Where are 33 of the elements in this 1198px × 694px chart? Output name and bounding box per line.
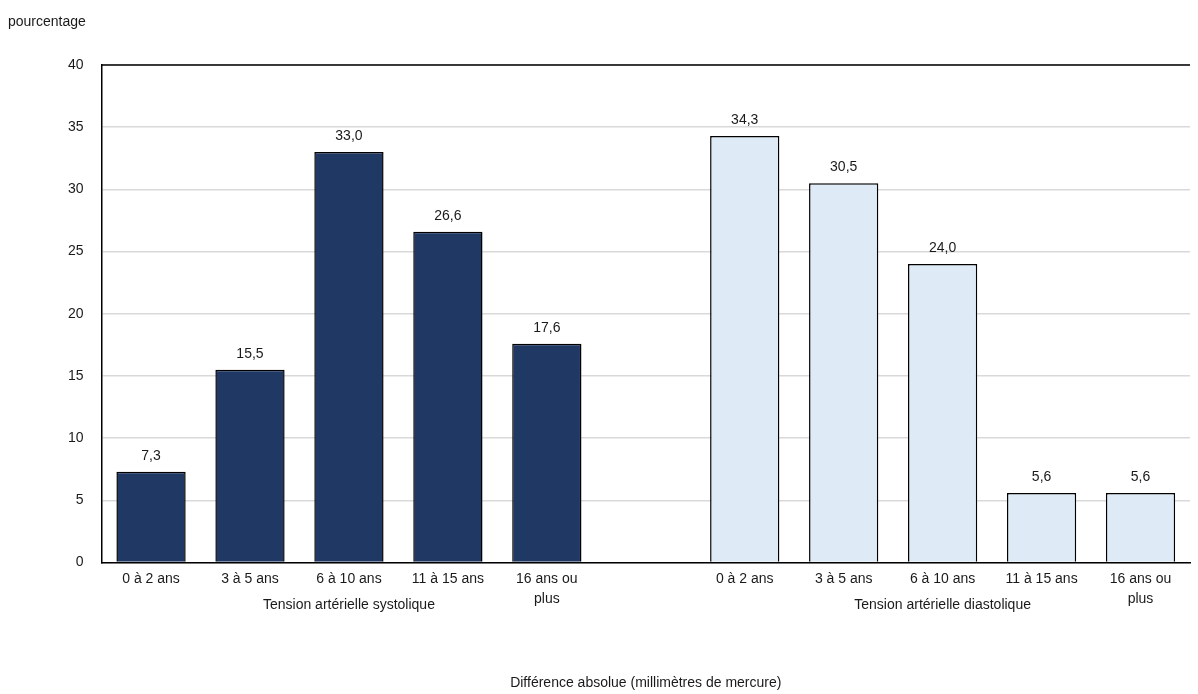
y-tick-label: 20	[67, 304, 84, 321]
x-tick-label: 6 à 10 ans	[909, 569, 976, 586]
x-axis-title: Différence absolue (millimètres de mercure)	[510, 674, 782, 691]
data-label: 5,6	[1031, 467, 1052, 484]
x-tick-label: 16 ans ou plus	[1109, 569, 1172, 606]
data-label: 30,5	[830, 158, 858, 175]
y-tick-label: 0	[75, 553, 84, 570]
y-tick-label: 15	[67, 366, 84, 383]
x-tick-label: 0 à 2 ans	[715, 569, 774, 586]
x-tick-label: 3 à 5 ans	[814, 569, 873, 586]
data-label: 7,3	[141, 446, 161, 463]
y-axis-title: pourcentage	[8, 12, 87, 29]
data-label: 17,6	[533, 318, 561, 335]
y-tick-label: 35	[67, 118, 84, 135]
data-label: 5,6	[1130, 467, 1151, 484]
y-tick-label: 40	[67, 55, 84, 72]
x-tick-label: 0 à 2 ans	[122, 569, 180, 586]
x-tick-label: 6 à 10 ans	[316, 569, 382, 586]
data-label: 24,0	[929, 238, 957, 255]
y-tick-label: 25	[67, 242, 84, 259]
x-tick-label: 3 à 5 ans	[221, 569, 279, 586]
text: Tension artérielle diastolique	[854, 596, 1032, 613]
y-tick-label: 5	[75, 491, 84, 508]
data-label: 15,5	[236, 344, 264, 361]
data-label: 34,3	[731, 110, 759, 127]
data-label: 33,0	[335, 126, 363, 143]
x-tick-label: 16 ans ou plus	[516, 569, 578, 606]
y-tick-label: 10	[67, 429, 84, 446]
text: Tension artérielle systolique	[262, 596, 436, 613]
x-tick-label: 11 à 15 ans	[411, 569, 484, 586]
x-tick-label: 11 à 15 ans	[1005, 569, 1078, 586]
y-tick-label: 30	[67, 180, 84, 197]
data-label: 26,6	[434, 206, 462, 223]
